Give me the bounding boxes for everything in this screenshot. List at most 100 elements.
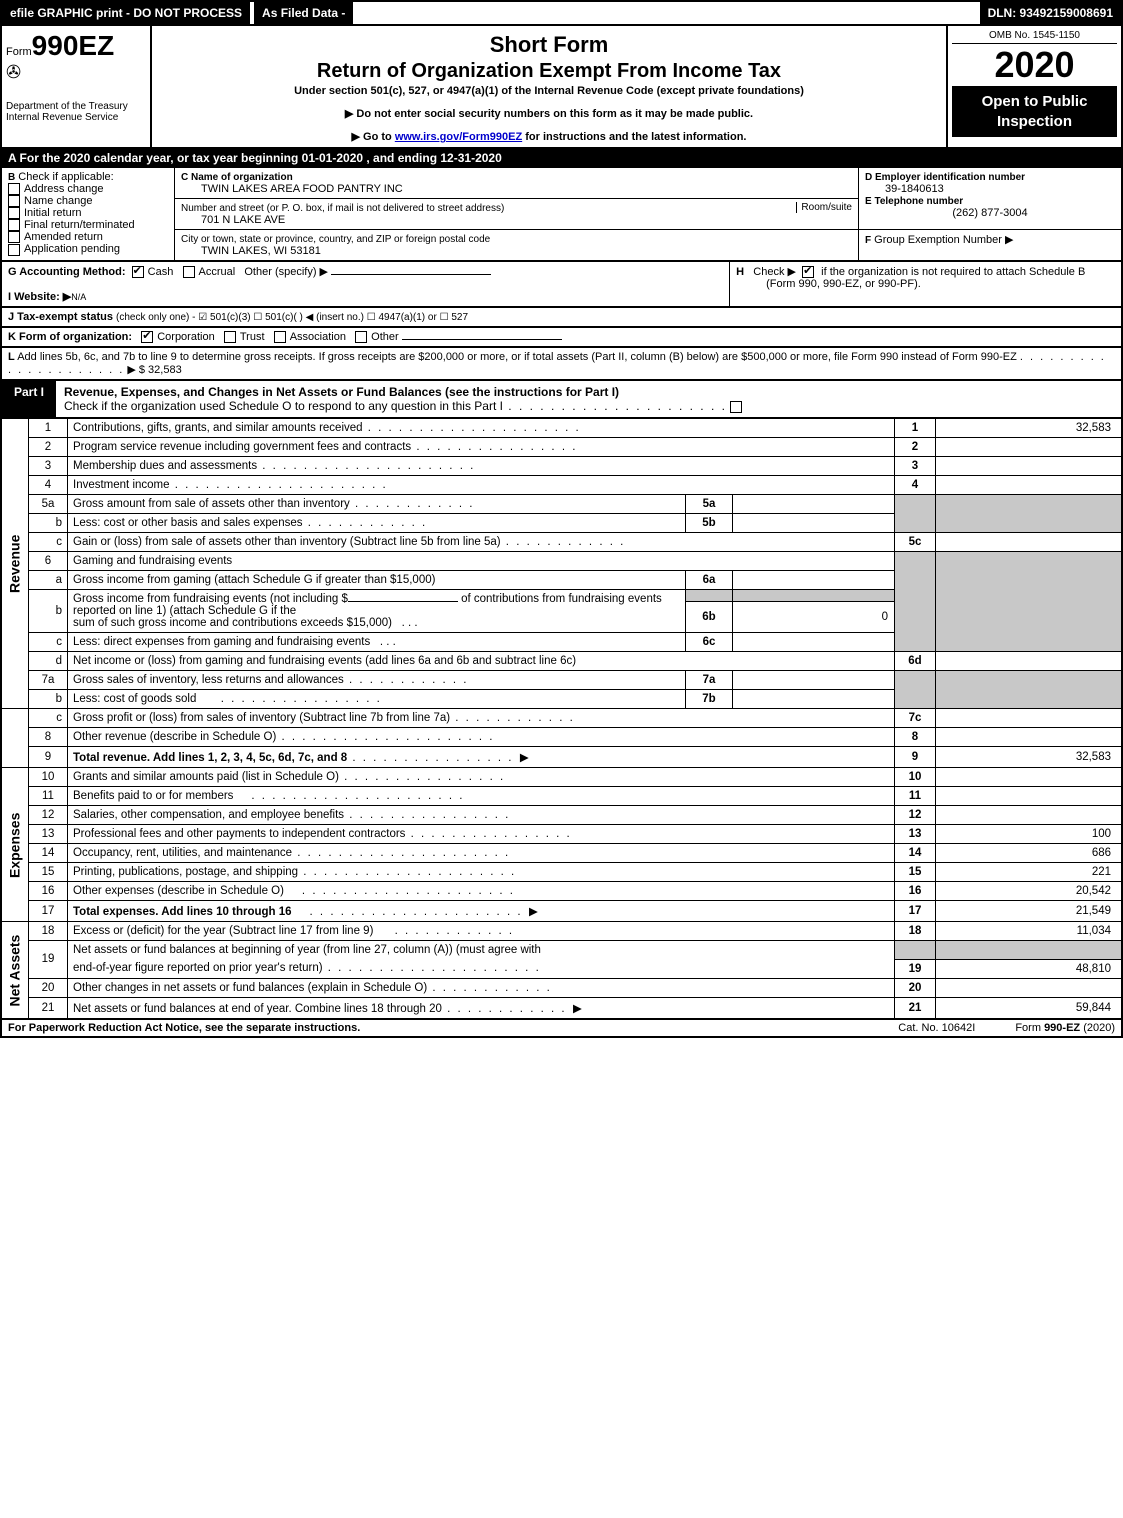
l2-n: 2	[29, 438, 68, 457]
l6d-n: d	[29, 652, 68, 671]
top-bar: efile GRAPHIC print - DO NOT PROCESS As …	[0, 0, 1123, 26]
part1-tab: Part I	[2, 381, 56, 417]
l7a-ib: 7a	[686, 671, 733, 690]
l2-b: 2	[895, 438, 936, 457]
goto-post: for instructions and the latest informat…	[522, 131, 746, 143]
b-label: B	[8, 172, 15, 183]
footer-mid: Cat. No. 10642I	[858, 1022, 1015, 1034]
h-label: H	[736, 266, 744, 278]
l6a-t: Gross income from gaming (attach Schedul…	[68, 571, 686, 590]
l16-t: Other expenses (describe in Schedule O)	[68, 882, 895, 901]
city: TWIN LAKES, WI 53181	[181, 245, 321, 257]
expense-side: Expenses	[1, 768, 29, 922]
l11-n: 11	[29, 787, 68, 806]
l5a-n: 5a	[29, 495, 68, 514]
form-header: Form990EZ ✇ Department of the Treasury I…	[0, 26, 1123, 149]
l12-a	[936, 806, 1123, 825]
corp-label: Corporation	[157, 331, 214, 343]
cb-address[interactable]	[8, 183, 20, 195]
l4-t: Investment income	[68, 476, 895, 495]
revenue-side: Revenue	[1, 419, 29, 709]
irs-link[interactable]: www.irs.gov/Form990EZ	[395, 131, 522, 143]
cb-pending[interactable]	[8, 244, 20, 256]
l7-grey	[895, 671, 936, 709]
street-label: Number and street (or P. O. box, if mail…	[181, 203, 504, 214]
cb-part1[interactable]	[730, 401, 742, 413]
omb-number: OMB No. 1545-1150	[952, 30, 1117, 44]
l7b-n: b	[29, 690, 68, 709]
l6d-a	[936, 652, 1123, 671]
cb-name[interactable]	[8, 195, 20, 207]
l11-a	[936, 787, 1123, 806]
l14-t: Occupancy, rent, utilities, and maintena…	[68, 844, 895, 863]
l10-b: 10	[895, 768, 936, 787]
ein: 39-1840613	[865, 183, 944, 195]
cb-corp[interactable]	[141, 331, 153, 343]
l1-n: 1	[29, 419, 68, 438]
lines-table: Revenue 1 Contributions, gifts, grants, …	[0, 418, 1123, 1019]
cb-trust[interactable]	[224, 331, 236, 343]
tax-year: 2020	[952, 44, 1117, 86]
cb-h[interactable]	[802, 266, 814, 278]
phone: (262) 877-3004	[865, 207, 1115, 219]
section-c-street: Number and street (or P. O. box, if mail…	[175, 199, 859, 230]
cb-accrual[interactable]	[183, 266, 195, 278]
l3-n: 3	[29, 457, 68, 476]
city-label: City or town, state or province, country…	[181, 234, 490, 245]
row-l: L Add lines 5b, 6c, and 7b to line 9 to …	[0, 347, 1123, 380]
l5a-ia	[733, 495, 895, 514]
k-label: K Form of organization:	[8, 331, 132, 343]
l7c-b: 7c	[895, 709, 936, 728]
l10-n: 10	[29, 768, 68, 787]
e-label: E Telephone number	[865, 196, 963, 207]
assoc-label: Association	[290, 331, 346, 343]
net-side: Net Assets	[1, 922, 29, 1019]
cb-other[interactable]	[355, 331, 367, 343]
accrual-label: Accrual	[199, 266, 236, 278]
l5c-n: c	[29, 533, 68, 552]
l5-grey	[895, 495, 936, 533]
l13-a: 100	[936, 825, 1123, 844]
cb-cash[interactable]	[132, 266, 144, 278]
l7a-t: Gross sales of inventory, less returns a…	[68, 671, 686, 690]
l17-n: 17	[29, 901, 68, 922]
rev-side2	[1, 709, 29, 768]
cb-initial[interactable]	[8, 207, 20, 219]
section-f: F Group Exemption Number ▶	[859, 230, 1123, 261]
l15-t: Printing, publications, postage, and shi…	[68, 863, 895, 882]
l6a-n: a	[29, 571, 68, 590]
l11-b: 11	[895, 787, 936, 806]
l10-a	[936, 768, 1123, 787]
cb-amended[interactable]	[8, 231, 20, 243]
l6d-b: 6d	[895, 652, 936, 671]
l21-b: 21	[895, 997, 936, 1018]
g-label: G Accounting Method:	[8, 266, 126, 278]
l6b-grey	[686, 590, 733, 602]
row-h: H Check ▶ if the organization is not req…	[730, 262, 1122, 307]
l18-t: Excess or (deficit) for the year (Subtra…	[68, 922, 895, 941]
l19-grey	[895, 941, 936, 960]
form-prefix: Form	[6, 46, 32, 58]
row-j: J Tax-exempt status (check only one) - ☑…	[0, 307, 1123, 327]
l5b-t: Less: cost or other basis and sales expe…	[68, 514, 686, 533]
l8-n: 8	[29, 728, 68, 747]
l6a-ia	[733, 571, 895, 590]
l10-t: Grants and similar amounts paid (list in…	[68, 768, 895, 787]
row-g: G Accounting Method: Cash Accrual Other …	[1, 262, 730, 307]
l8-b: 8	[895, 728, 936, 747]
footer-right: Form 990-EZ (2020)	[1015, 1022, 1115, 1034]
open-public: Open to Public Inspection	[952, 86, 1117, 137]
l6c-ia	[733, 633, 895, 652]
cb-final[interactable]	[8, 219, 20, 231]
cb-assoc[interactable]	[274, 331, 286, 343]
dln-label: DLN: 93492159008691	[980, 2, 1121, 24]
footer-left: For Paperwork Reduction Act Notice, see …	[8, 1022, 858, 1034]
l12-b: 12	[895, 806, 936, 825]
short-form-title: Short Form	[160, 32, 938, 58]
cb-final-label: Final return/terminated	[24, 219, 135, 231]
l6-n: 6	[29, 552, 68, 571]
l5-grey2	[936, 495, 1123, 533]
l5a-t: Gross amount from sale of assets other t…	[68, 495, 686, 514]
l13-t: Professional fees and other payments to …	[68, 825, 895, 844]
l-text: Add lines 5b, 6c, and 7b to line 9 to de…	[17, 351, 1017, 363]
